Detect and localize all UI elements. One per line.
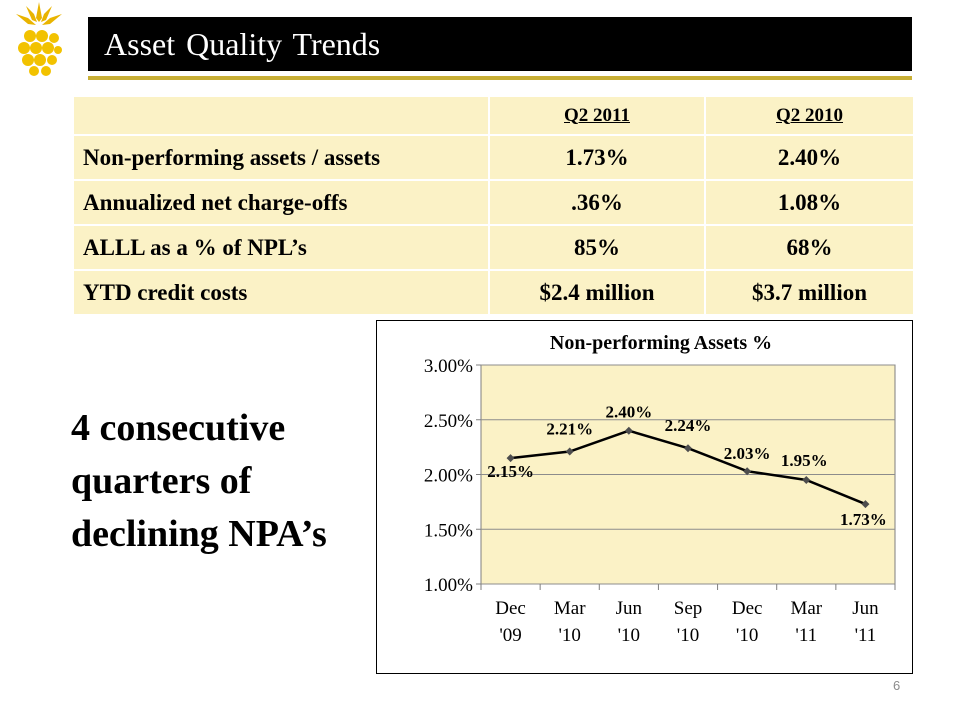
cell-q2-2010: 2.40%: [704, 134, 915, 181]
y-tick-label: 2.50%: [424, 411, 473, 432]
table-row: Annualized net charge-offs .36% 1.08%: [72, 179, 915, 226]
data-label: 2.03%: [724, 444, 771, 463]
chart-title: Non-performing Assets %: [550, 332, 772, 354]
npa-line-chart-svg: 1.00% 1.50% 2.00% 2.50% 3.00% Dec '09 Mar '10 Jun…: [424, 332, 896, 646]
asset-quality-table: Q2 2011 Q2 2010 Non-performing assets / …: [72, 95, 915, 316]
table-header-row: Q2 2011 Q2 2010: [72, 95, 915, 136]
x-tick-label: Sep '10: [674, 598, 703, 646]
page-title: Asset Quality Trends: [88, 17, 912, 71]
npa-chart: 1.00% 1.50% 2.00% 2.50% 3.00% Dec '09 Mar '10 Jun…: [376, 320, 913, 674]
x-tick-label: Jun '10: [616, 598, 643, 646]
callout-line: declining NPA’s: [71, 513, 327, 555]
table-header-blank: [72, 95, 490, 136]
data-label: 2.40%: [605, 403, 652, 422]
x-tick-label: Dec '09: [495, 598, 526, 646]
callout-line: 4 consecutive: [71, 407, 286, 449]
data-point-marker: [684, 444, 692, 453]
data-label: 2.21%: [546, 420, 593, 439]
data-point-marker: [506, 454, 515, 463]
x-tick-label: Dec '10: [732, 598, 763, 646]
data-point-marker: [743, 467, 752, 476]
column-header-q2-2011: Q2 2011: [488, 95, 706, 136]
callout-text: 4 consecutive quarters of declining NPA’…: [71, 402, 361, 561]
data-label: 1.73%: [840, 510, 887, 529]
cell-q2-2011: .36%: [488, 179, 706, 226]
y-tick-label: 3.00%: [424, 356, 473, 377]
data-label: 2.15%: [487, 462, 534, 481]
cell-q2-2011: $2.4 million: [488, 269, 706, 316]
y-tick-label: 2.00%: [424, 466, 473, 487]
table-row: ALLL as a % of NPL’s 85% 68%: [72, 224, 915, 271]
row-label: Non-performing assets / assets: [72, 134, 490, 181]
x-tick-label: Mar '10: [554, 598, 586, 646]
y-tick-label: 1.00%: [424, 575, 473, 596]
row-label: YTD credit costs: [72, 269, 490, 316]
data-label: 1.95%: [781, 451, 828, 470]
table-row: Non-performing assets / assets 1.73% 2.4…: [72, 134, 915, 181]
data-point-marker: [802, 475, 811, 484]
table-row: YTD credit costs $2.4 million $3.7 milli…: [72, 269, 915, 316]
cell-q2-2011: 1.73%: [488, 134, 706, 181]
cell-q2-2011: 85%: [488, 224, 706, 271]
pineapple-logo-icon: [16, 2, 62, 76]
cell-q2-2010: 68%: [704, 224, 915, 271]
callout-line: quarters of: [71, 460, 252, 502]
cell-q2-2010: 1.08%: [704, 179, 915, 226]
cell-q2-2010: $3.7 million: [704, 269, 915, 316]
data-point-marker: [861, 500, 870, 509]
data-point-marker: [565, 447, 574, 456]
x-tick-label: Mar '11: [790, 598, 822, 646]
data-label: 2.24%: [665, 416, 712, 435]
row-label: ALLL as a % of NPL’s: [72, 224, 490, 271]
row-label: Annualized net charge-offs: [72, 179, 490, 226]
y-tick-label: 1.50%: [424, 520, 473, 541]
column-header-q2-2010: Q2 2010: [704, 95, 915, 136]
title-underline-rule: [88, 76, 912, 80]
data-point-marker: [624, 426, 633, 435]
x-tick-label: Jun '11: [852, 598, 879, 646]
page-number: 6: [893, 678, 901, 693]
